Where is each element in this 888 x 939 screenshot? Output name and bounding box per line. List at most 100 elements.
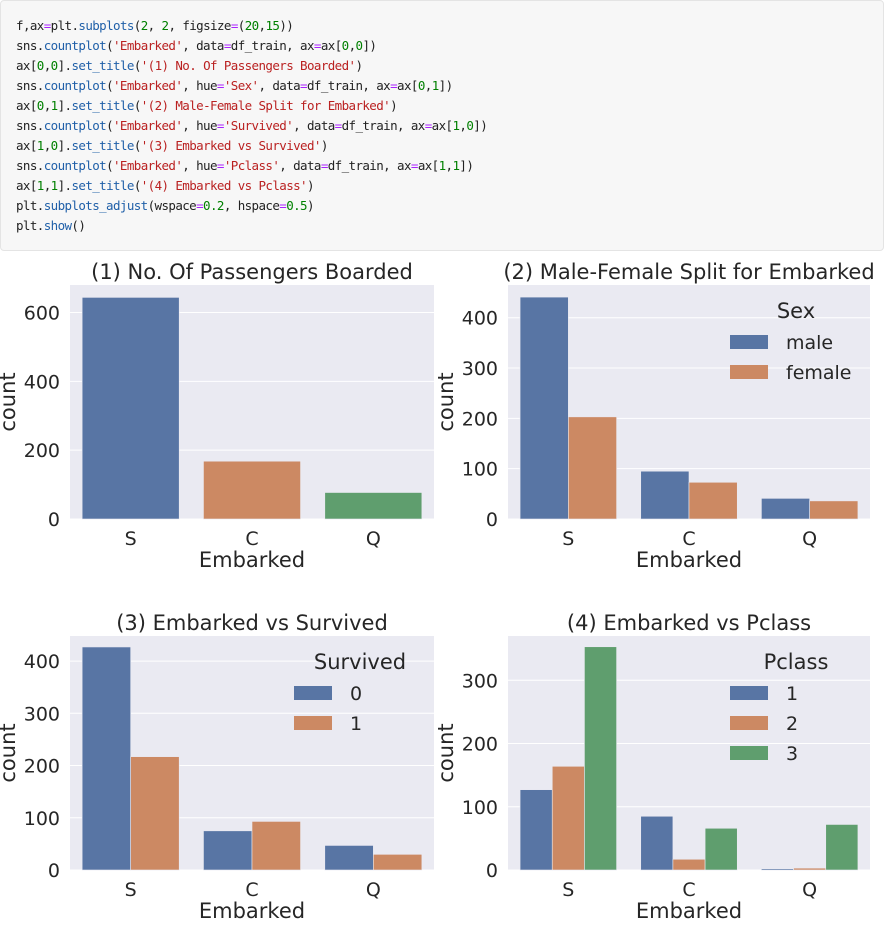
code-token: ( (133, 178, 142, 193)
y-tick-label: 200 (462, 408, 498, 430)
y-tick-label: 200 (24, 756, 60, 778)
legend-title: Sex (777, 299, 815, 323)
bar-C-0 (203, 830, 253, 871)
y-tick-label: 600 (24, 303, 60, 325)
chart-panel-2: 0 100 200 300 400 S C Q (2) Male-Female Split fo… (434, 260, 875, 572)
code-token: sns (16, 118, 37, 133)
code-token: , (362, 78, 377, 93)
code-token: 0 (50, 138, 59, 153)
code-token: [ (29, 178, 38, 193)
x-tick-label: C (245, 879, 258, 901)
y-tick-label: 300 (462, 358, 498, 380)
code-token: df_train (306, 78, 363, 93)
code-token: df_train (341, 118, 398, 133)
bar-Q-3 (825, 824, 859, 871)
y-tick-label: 0 (48, 860, 60, 882)
code-token: 0 (355, 38, 364, 53)
bar-S (81, 297, 180, 520)
code-token: = (410, 158, 419, 173)
code-token: , (182, 158, 197, 173)
code-token: ) (320, 138, 329, 153)
code-token: ( (106, 118, 114, 133)
code-token: sns (16, 38, 37, 53)
code-token: . (36, 198, 45, 213)
code-token: data (306, 118, 335, 133)
code-token: ax (397, 78, 411, 93)
legend-swatch (730, 335, 768, 349)
code-token: [ (410, 78, 419, 93)
code-token: [ (334, 38, 343, 53)
bar-Q-1 (761, 868, 794, 871)
code-token: , (445, 158, 454, 173)
code-token: 0 (36, 58, 45, 73)
x-tick-label: Q (802, 879, 817, 901)
code-token: , (182, 38, 197, 53)
code-token: = (196, 198, 204, 213)
code-token: '(4) Embarked vs Pclass' (140, 178, 308, 193)
legend: Sex male female (730, 299, 852, 384)
code-token: ) (390, 98, 398, 113)
code-token: [ (29, 98, 38, 113)
legend-label: female (786, 362, 852, 384)
code-token: ( (133, 58, 142, 73)
code-token: . (36, 158, 45, 173)
code-token: ]. (57, 138, 72, 153)
code-line: ax[0,0].set_title('(1) No. Of Passengers… (16, 56, 487, 76)
code-token: ]. (57, 58, 72, 73)
code-token: 1 (36, 138, 45, 153)
code-token: , (43, 58, 52, 73)
x-axis-label: Embarked (636, 548, 742, 572)
chart-panel-3: 0 100 200 300 400 S C Q (3) Embarked vs Survived… (0, 611, 434, 923)
code-token: set_title (71, 178, 134, 193)
legend-label: 2 (786, 713, 798, 735)
bar-Q-female (809, 500, 859, 520)
legend-swatch (730, 716, 768, 730)
code-token: set_title (71, 58, 134, 73)
code-cell[interactable]: f,ax=plt.subplots(2, 2, figsize=(20,15))… (0, 0, 884, 251)
x-tick-label: Q (366, 879, 381, 901)
code-token: 'Pclass' (223, 158, 280, 173)
code-token: plt (16, 218, 37, 233)
x-axis-label: Embarked (199, 899, 305, 923)
bar-Q-1 (373, 854, 423, 871)
code-token: )) (279, 18, 294, 33)
bar-S-0 (81, 646, 131, 871)
code-token: 20 (244, 18, 259, 33)
chart-title: (3) Embarked vs Survived (116, 611, 388, 635)
code-token: = (223, 38, 232, 53)
chart-title: (2) Male-Female Split for Embarked (503, 260, 874, 284)
code-token: , (424, 78, 433, 93)
code-token: . (36, 218, 45, 233)
bar-Q (324, 492, 423, 520)
code-token: , (348, 38, 357, 53)
code-token: = (230, 18, 239, 33)
code-token: [ (431, 158, 440, 173)
y-tick-label: 200 (462, 734, 498, 756)
code-token: hspace (237, 198, 280, 213)
code-token: ( (106, 78, 114, 93)
code-token: '(1) No. Of Passengers Boarded' (140, 58, 356, 73)
legend-swatch (730, 686, 768, 700)
code-token: , (168, 18, 183, 33)
code-line: plt.subplots_adjust(wspace=0.2, hspace=0… (16, 196, 487, 216)
code-token: plt (50, 18, 72, 33)
code-token: 1 (36, 178, 45, 193)
code-token: sns (16, 158, 37, 173)
code-token: ) (306, 198, 315, 213)
code-token: = (424, 118, 433, 133)
code-token: = (334, 118, 343, 133)
code-token: hue (196, 118, 217, 133)
code-line: ax[0,1].set_title('(2) Male-Female Split… (16, 96, 487, 116)
code-line: ax[1,0].set_title('(3) Embarked vs Survi… (16, 136, 487, 156)
x-tick-label: C (682, 528, 695, 550)
legend: Pclass 1 2 3 (730, 650, 828, 765)
code-token: , (286, 38, 301, 53)
y-tick-label: 200 (24, 440, 60, 462)
code-token: figsize (182, 18, 231, 33)
y-tick-label: 400 (24, 371, 60, 393)
code-token: 1 (438, 158, 447, 173)
chart-panel-1: 0 200 400 600 S C Q (1) No. Of Passengers Board… (0, 260, 434, 572)
x-tick-label: C (682, 879, 695, 901)
bar-Q-male (761, 498, 810, 520)
bar-S-3 (584, 646, 617, 871)
